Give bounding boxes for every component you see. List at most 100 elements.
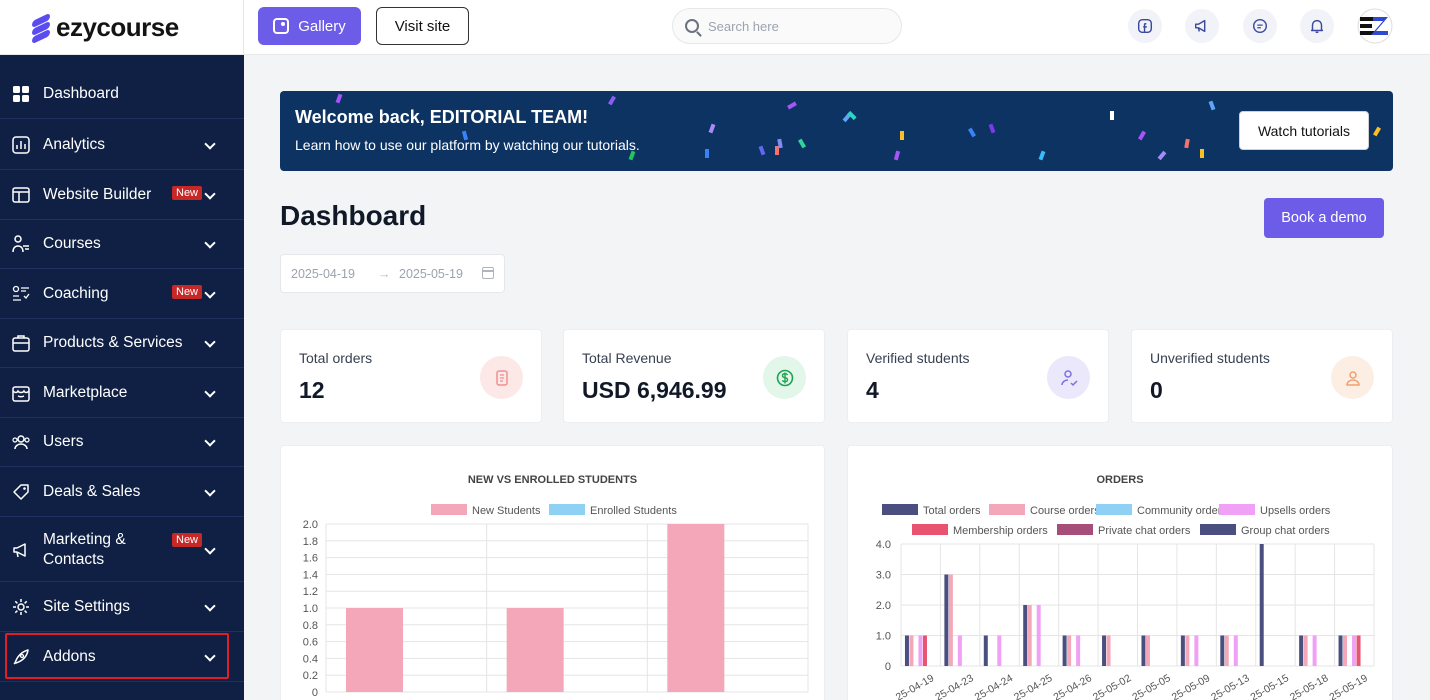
chevron-down-icon[interactable] [204, 237, 216, 249]
visit-site-button[interactable]: Visit site [376, 7, 469, 45]
chevron-down-icon[interactable] [204, 435, 216, 447]
chevron-down-icon[interactable] [204, 542, 216, 555]
bar-course-orders[interactable] [948, 574, 953, 667]
bar-total-orders[interactable] [1338, 635, 1343, 667]
bar-upsells-orders[interactable] [1312, 635, 1317, 667]
bar-new-students[interactable] [667, 524, 725, 692]
legend-swatch[interactable] [989, 504, 1025, 515]
chevron-down-icon[interactable] [204, 336, 216, 348]
legend-label[interactable]: Community orders [1137, 505, 1227, 517]
bar-upsells-orders[interactable] [1352, 635, 1357, 667]
sidebar-item-analytics[interactable]: Analytics [0, 120, 244, 170]
date-range-picker[interactable]: 2025-04-19 → 2025-05-19 [280, 254, 505, 293]
chevron-down-icon[interactable] [204, 287, 216, 299]
bar-course-orders[interactable] [1185, 635, 1190, 667]
sidebar-item-courses[interactable]: Courses [0, 219, 244, 269]
banner-title: Welcome back, EDITORIAL TEAM! [295, 107, 589, 127]
bar-course-orders[interactable] [909, 635, 914, 667]
legend-label[interactable]: Course orders [1030, 505, 1100, 517]
bar-total-orders[interactable] [1259, 544, 1264, 666]
legend-swatch[interactable] [549, 504, 585, 515]
legend-label[interactable]: Private chat orders [1098, 525, 1191, 537]
legend-label[interactable]: Upsells orders [1260, 505, 1331, 517]
avatar[interactable] [1357, 8, 1393, 44]
date-end[interactable]: 2025-05-19 [399, 267, 463, 281]
bar-upsells-orders[interactable] [918, 635, 923, 667]
legend-label[interactable]: Total orders [923, 505, 981, 517]
bar-upsells-orders[interactable] [1233, 635, 1238, 667]
sidebar-item-label: Site Settings [43, 598, 131, 615]
bar-upsells-orders[interactable] [1036, 605, 1041, 666]
logo[interactable]: ezycourse [0, 0, 244, 55]
legend-swatch[interactable] [431, 504, 467, 515]
sidebar-item-coaching[interactable]: Coaching New [0, 269, 244, 319]
bar-course-orders[interactable] [1343, 635, 1348, 667]
legend-label[interactable]: Membership orders [953, 525, 1048, 537]
sidebar-item-deals-sales[interactable]: Deals & Sales [0, 467, 244, 517]
bar-total-orders[interactable] [1062, 635, 1067, 667]
bar-membership-orders[interactable] [1356, 635, 1361, 667]
bar-upsells-orders[interactable] [957, 635, 962, 667]
confetti-decoration [705, 149, 709, 158]
website-builder-icon [12, 187, 30, 203]
bar-total-orders[interactable] [1102, 635, 1107, 667]
legend-label[interactable]: New Students [472, 505, 541, 517]
bar-total-orders[interactable] [1180, 635, 1185, 667]
bar-new-students[interactable] [346, 608, 403, 692]
sidebar-item-users[interactable]: Users [0, 417, 244, 467]
bar-total-orders[interactable] [1023, 605, 1028, 666]
megaphone-icon[interactable] [1185, 9, 1219, 43]
confetti-decoration [1208, 100, 1216, 111]
bar-upsells-orders[interactable] [1194, 635, 1199, 667]
book-demo-button[interactable]: Book a demo [1264, 198, 1384, 238]
bar-course-orders[interactable] [1067, 635, 1072, 667]
gallery-button[interactable]: Gallery [258, 7, 361, 45]
bell-icon[interactable] [1300, 9, 1334, 43]
chevron-down-icon[interactable] [204, 188, 216, 200]
sidebar-item-website-builder[interactable]: Website Builder New [0, 170, 244, 220]
bar-new-students[interactable] [506, 608, 564, 692]
users-icon [12, 435, 30, 450]
sidebar-item-marketing-contacts[interactable]: Marketing & Contacts New [0, 517, 244, 582]
bar-course-orders[interactable] [1224, 635, 1229, 667]
bar-upsells-orders[interactable] [997, 635, 1002, 667]
sidebar-item-site-settings[interactable]: Site Settings [0, 582, 244, 632]
bar-course-orders[interactable] [1027, 605, 1032, 666]
bar-course-orders[interactable] [1303, 635, 1308, 667]
legend-swatch[interactable] [1219, 504, 1255, 515]
chevron-down-icon[interactable] [204, 386, 216, 398]
date-start[interactable]: 2025-04-19 [291, 267, 355, 281]
bar-total-orders[interactable] [1220, 635, 1225, 667]
watch-tutorials-button[interactable]: Watch tutorials [1239, 111, 1369, 150]
bar-membership-orders[interactable] [922, 635, 927, 667]
chevron-down-icon[interactable] [204, 485, 216, 497]
search-box[interactable] [672, 8, 902, 44]
sidebar-item-products-services[interactable]: Products & Services [0, 318, 244, 368]
legend-label[interactable]: Enrolled Students [590, 505, 677, 517]
legend-swatch[interactable] [1200, 524, 1236, 535]
calendar-icon[interactable] [482, 267, 494, 279]
legend-swatch[interactable] [882, 504, 918, 515]
legend-swatch[interactable] [1057, 524, 1093, 535]
facebook-icon[interactable] [1128, 9, 1162, 43]
bar-total-orders[interactable] [904, 635, 909, 667]
bar-total-orders[interactable] [983, 635, 988, 667]
sidebar-item-addons[interactable]: Addons [0, 632, 244, 682]
search-input[interactable] [708, 18, 888, 34]
sidebar-item-dashboard[interactable]: Dashboard [0, 69, 244, 119]
chat-icon[interactable] [1243, 9, 1277, 43]
bar-total-orders[interactable] [944, 574, 949, 667]
sidebar-item-label: Website Builder [43, 186, 152, 203]
legend-swatch[interactable] [912, 524, 948, 535]
chevron-down-icon[interactable] [204, 600, 216, 612]
bar-total-orders[interactable] [1141, 635, 1146, 667]
legend-swatch[interactable] [1096, 504, 1132, 515]
bar-total-orders[interactable] [1299, 635, 1304, 667]
legend-label[interactable]: Group chat orders [1241, 525, 1330, 537]
bar-upsells-orders[interactable] [1076, 635, 1081, 667]
chevron-down-icon[interactable] [204, 138, 216, 150]
unverified-user-icon [1331, 356, 1374, 399]
bar-course-orders[interactable] [1145, 635, 1150, 667]
bar-course-orders[interactable] [1106, 635, 1111, 667]
sidebar-item-marketplace[interactable]: Marketplace [0, 368, 244, 418]
